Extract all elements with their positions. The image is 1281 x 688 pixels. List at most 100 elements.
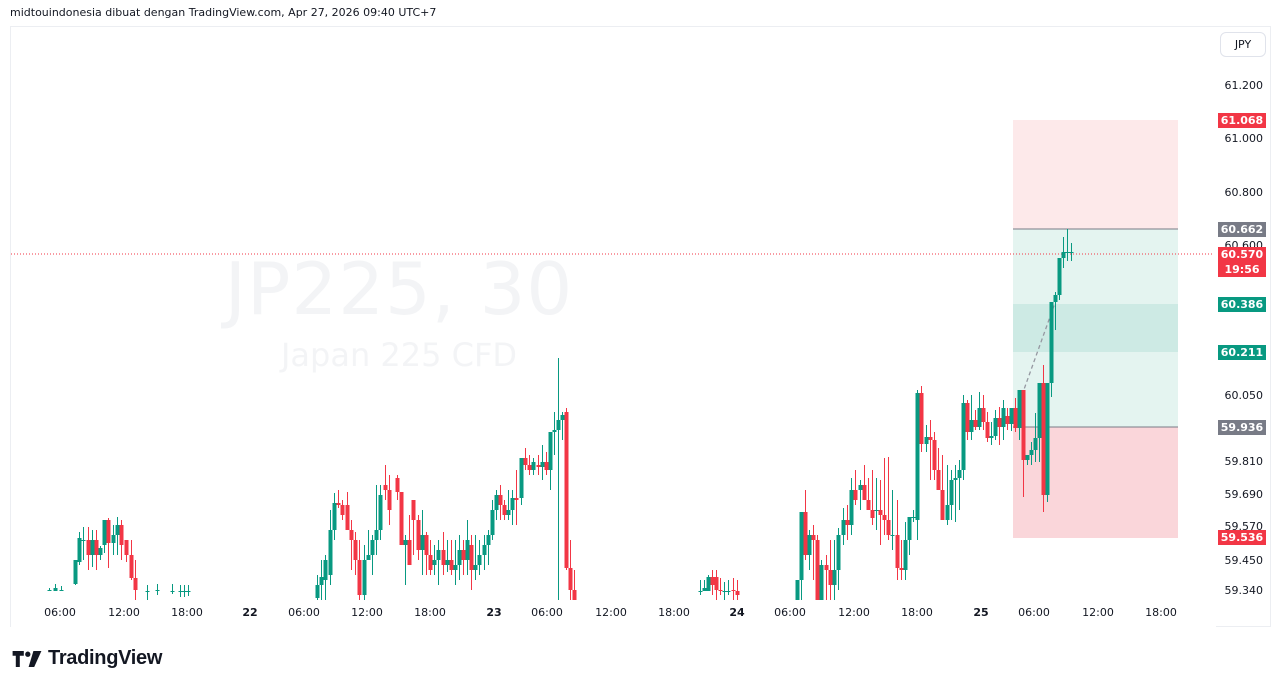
candle-up (989, 422, 994, 445)
candle-up (1045, 383, 1050, 502)
candle-down (882, 458, 887, 535)
time-axis-time-label: 12:00 (838, 606, 870, 619)
candle-up (698, 580, 703, 595)
candle-down (498, 485, 503, 520)
candle-up (1001, 400, 1006, 440)
candle-up (319, 560, 324, 600)
candle-up (540, 445, 545, 480)
candle-up (702, 580, 707, 591)
candle-down (997, 407, 1002, 445)
candle-up (1053, 292, 1058, 330)
candle-down (106, 518, 111, 568)
target-zone-upper[interactable] (1013, 229, 1178, 304)
candle-up (841, 508, 846, 545)
candle-up (53, 584, 58, 591)
candle-up (1049, 302, 1054, 397)
candle-up (170, 584, 175, 594)
stop-zone[interactable] (1013, 427, 1178, 538)
price-axis-label: 59.810 (1224, 455, 1264, 468)
candle-up (81, 527, 86, 560)
candle-up (374, 485, 379, 555)
projection-arrow (1021, 302, 1056, 396)
candle-down (815, 535, 820, 600)
candle-down (449, 540, 454, 575)
candle-up (519, 458, 524, 505)
candle-up (726, 580, 731, 595)
upper-stop-zone[interactable] (1013, 120, 1178, 229)
time-axis-day-label: 22 (242, 606, 258, 619)
candle-up (961, 395, 966, 480)
candle-up (799, 512, 804, 600)
candle-up (436, 540, 441, 585)
lower-stop-price-tag: 59.536 (1218, 530, 1266, 545)
candle-down (336, 490, 341, 508)
candle-down (878, 480, 883, 545)
candle-up (332, 493, 337, 540)
candle-up (722, 582, 727, 600)
candle-down (383, 465, 388, 500)
candle-down (387, 475, 392, 525)
level-2-price-tag: 60.211 (1218, 345, 1266, 360)
price-axis-label: 61.200 (1224, 79, 1264, 92)
candle-down (544, 452, 549, 475)
current-price-value: 60.570 (1220, 248, 1264, 261)
candle-up (1065, 229, 1070, 261)
candle-up (111, 525, 116, 555)
candle-up (403, 535, 408, 585)
candle-up (1009, 408, 1014, 431)
candle-up (1057, 258, 1062, 300)
price-axis-label: 59.450 (1224, 554, 1264, 567)
candle-up (548, 432, 553, 490)
candle-up (453, 540, 458, 585)
candle-down (928, 420, 933, 480)
candle-down (886, 457, 891, 540)
candle-up (510, 490, 515, 525)
candle-up (1017, 390, 1022, 440)
candle-down (502, 500, 507, 520)
candle-up (969, 395, 974, 440)
candle-down (340, 500, 345, 520)
candle-up (953, 465, 958, 522)
candle-down (399, 492, 404, 545)
current-price-tag: 60.570 19:56 (1218, 247, 1266, 277)
candle-up (890, 490, 895, 550)
candle-up (832, 540, 837, 600)
time-axis-time-label: 06:00 (531, 606, 563, 619)
candle-up (706, 575, 711, 591)
candle-up (1069, 243, 1074, 261)
candle-down (407, 515, 412, 565)
tradingview-brand-text: TradingView (48, 647, 163, 669)
candle-down (862, 465, 867, 500)
candle-up (323, 555, 328, 600)
candle-down (424, 532, 429, 575)
candle-up (560, 412, 565, 440)
candle-down (714, 570, 719, 600)
tradingview-logo-icon (12, 650, 42, 667)
time-axis-time-label: 12:00 (108, 606, 140, 619)
candle-down (899, 540, 904, 580)
candle-up (1037, 383, 1042, 462)
currency-button[interactable]: JPY (1220, 32, 1266, 57)
candle-down (1041, 365, 1046, 512)
candle-down (411, 500, 416, 555)
candle-down (119, 520, 124, 560)
candle-down (940, 455, 945, 520)
candle-up (486, 530, 491, 565)
candle-up (145, 585, 150, 600)
candle-down (345, 492, 350, 530)
time-axis-time-label: 12:00 (595, 606, 627, 619)
time-axis-day-label: 24 (729, 606, 745, 619)
time-axis-time-label: 12:00 (351, 606, 383, 619)
tradingview-logo[interactable]: TradingView (12, 647, 162, 670)
candle-up (552, 412, 557, 455)
candle-up (102, 520, 107, 553)
candle-up (907, 517, 912, 555)
candle-up (531, 458, 536, 475)
candle-down (895, 500, 900, 580)
price-axis-label: 59.690 (1224, 488, 1264, 501)
target-zone-mid[interactable] (1013, 304, 1178, 352)
candle-down (731, 578, 736, 600)
candle-up (490, 500, 495, 540)
candle-up (911, 510, 916, 522)
